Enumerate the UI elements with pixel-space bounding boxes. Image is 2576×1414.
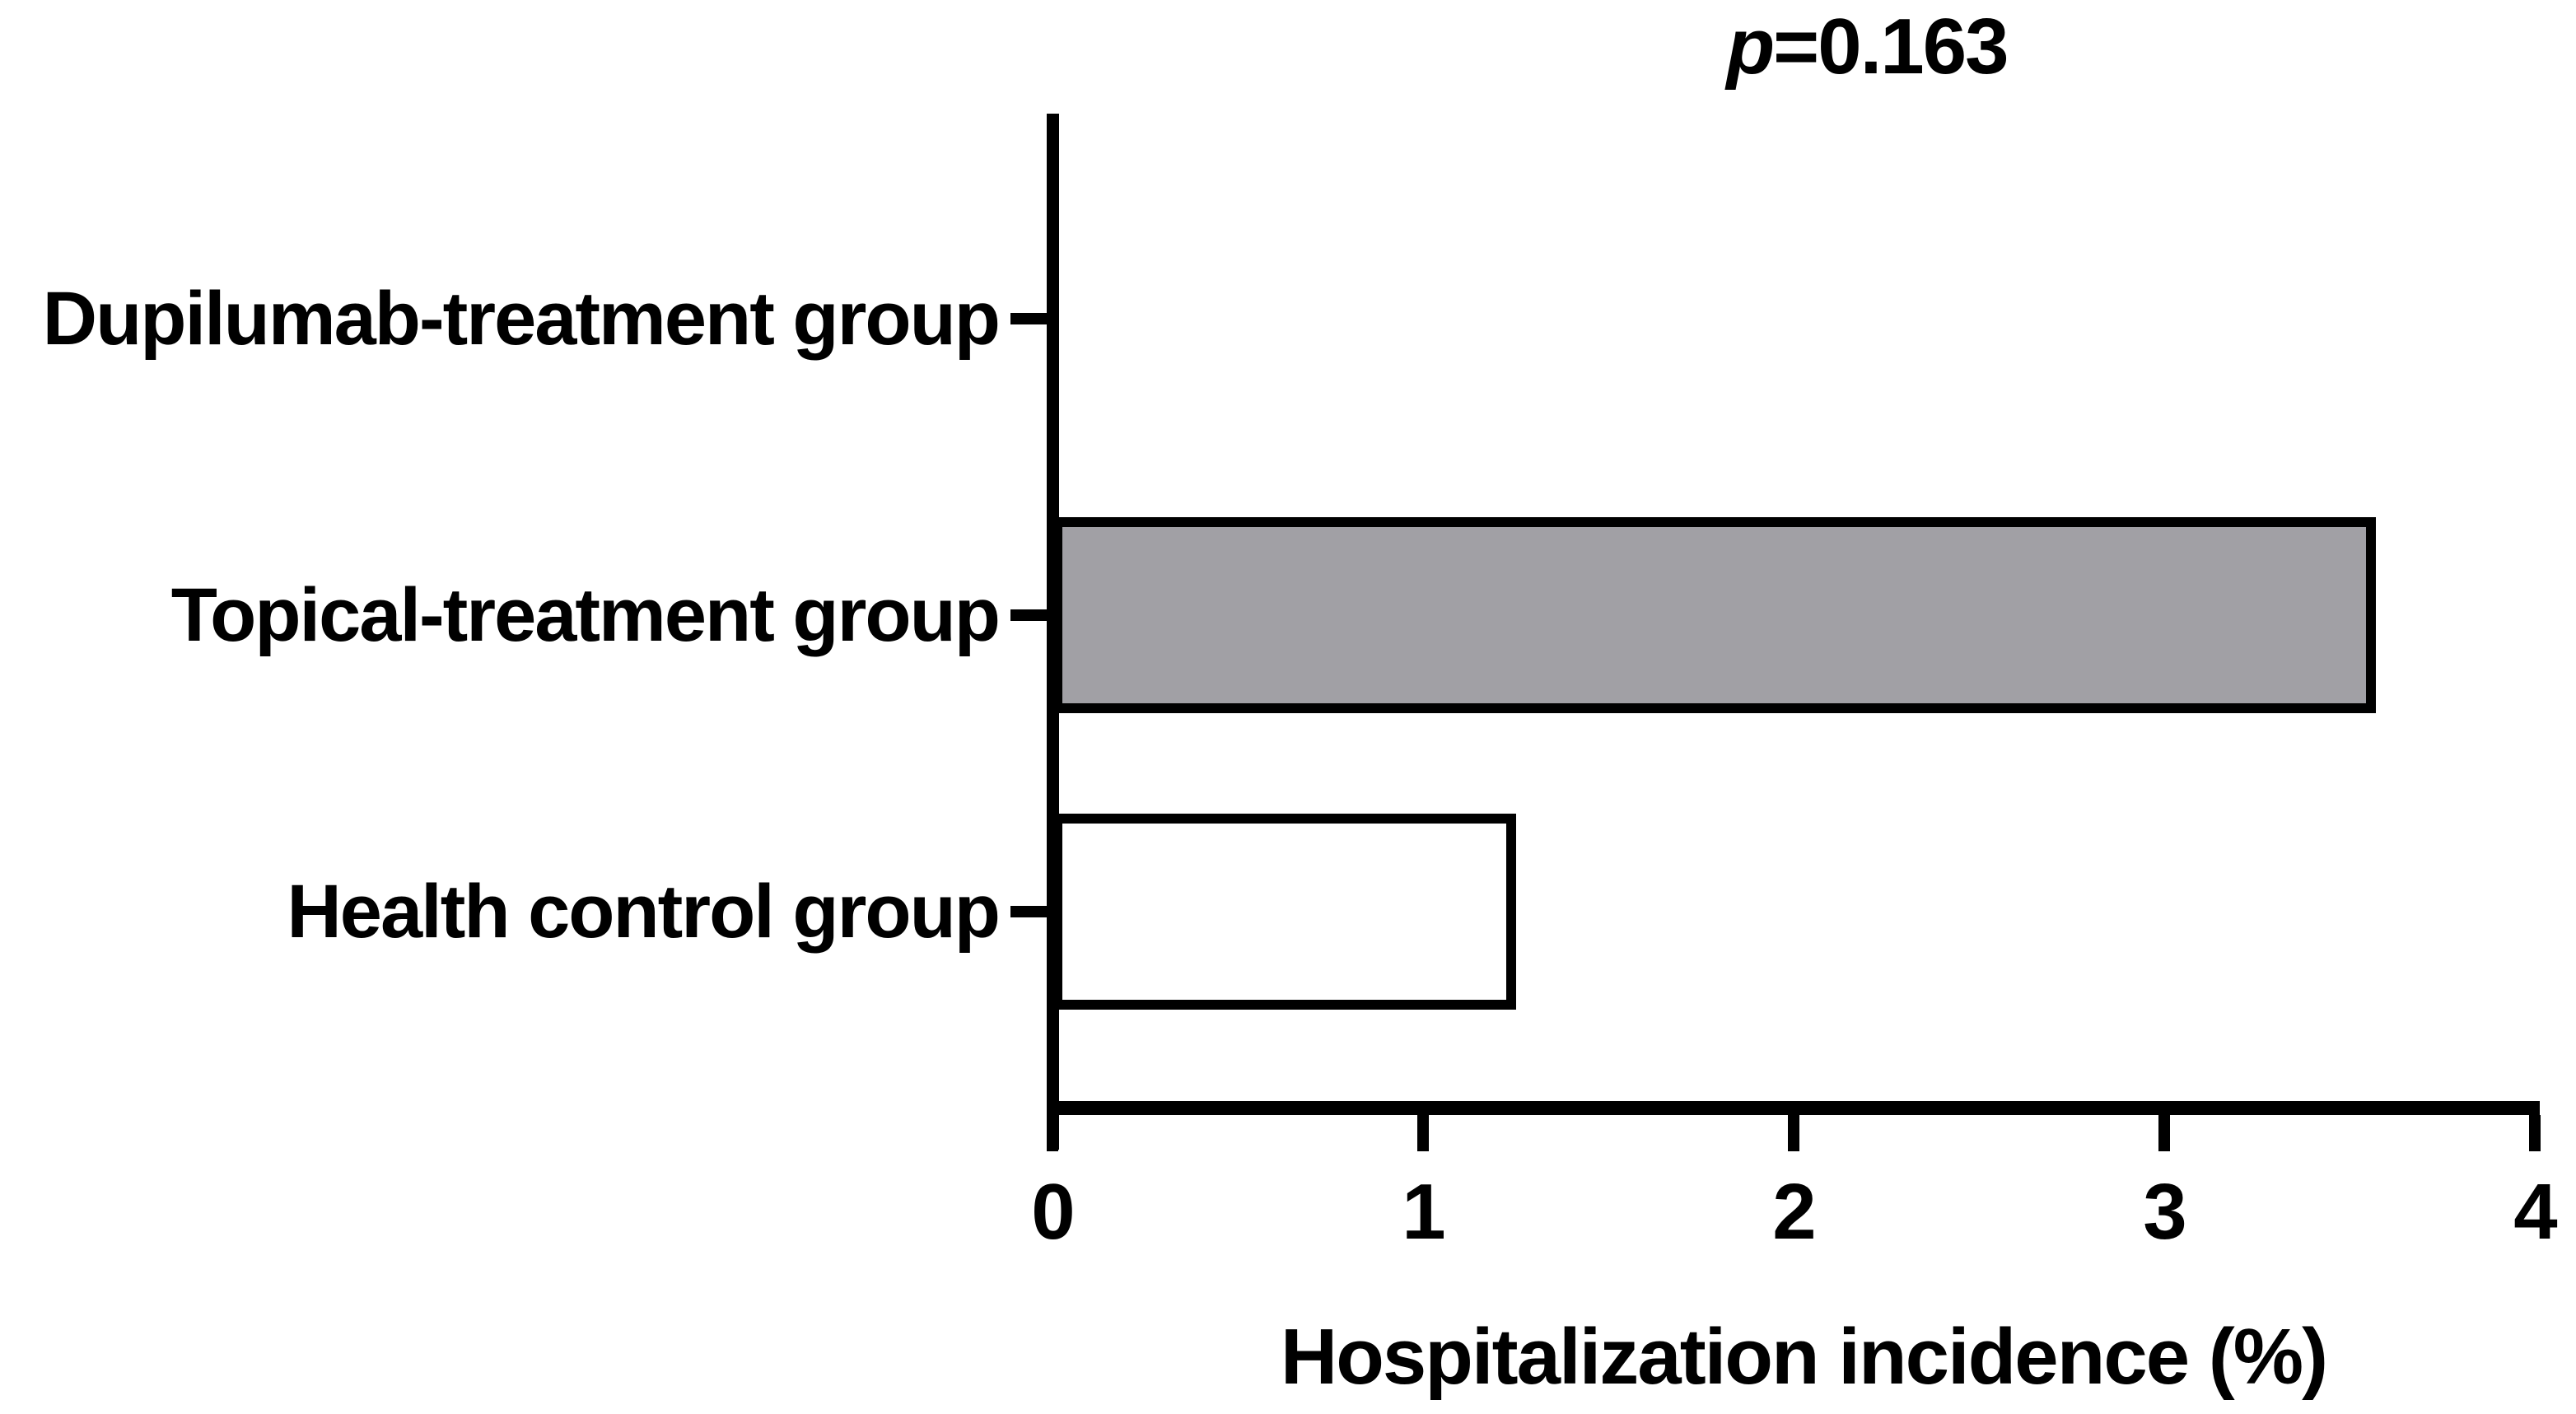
category-label-dupilumab: Dupilumab-treatment group: [42, 277, 1001, 361]
y-tick-topical: [1010, 609, 1048, 621]
x-tick-3: [2158, 1115, 2170, 1151]
p-symbol: p: [1726, 2, 1776, 91]
x-axis-title: Hospitalization incidence (%): [1280, 1313, 2328, 1401]
plot-area: [1052, 114, 2535, 1101]
category-label-topical: Topical-treatment group: [170, 573, 1001, 657]
y-tick-dupilumab: [1010, 313, 1048, 324]
x-tick-2: [1788, 1115, 1799, 1151]
x-tick-0: [1047, 1115, 1058, 1151]
bar-topical: [1052, 517, 2376, 713]
x-tick-4: [2529, 1115, 2541, 1151]
x-tick-label-3: 3: [2143, 1168, 2186, 1256]
y-tick-health-control: [1010, 906, 1048, 917]
x-tick-label-0: 0: [1031, 1168, 1075, 1256]
p-value-text: =0.163: [1773, 2, 2009, 91]
x-tick-label-4: 4: [2513, 1168, 2557, 1256]
p-value-annotation: p=0.163: [1538, 2, 2196, 92]
x-tick-label-1: 1: [1402, 1168, 1445, 1256]
bar-health-control: [1052, 814, 1516, 1010]
x-axis-line: [1047, 1101, 2540, 1115]
x-tick-1: [1417, 1115, 1429, 1151]
x-tick-label-2: 2: [1772, 1168, 1816, 1256]
category-label-health-control: Health control group: [287, 870, 1001, 954]
